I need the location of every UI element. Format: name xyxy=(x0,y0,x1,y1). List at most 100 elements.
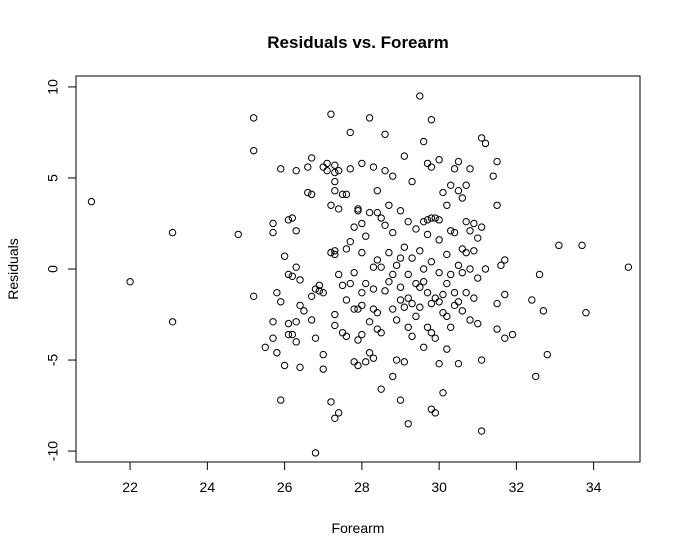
data-point xyxy=(234,230,242,239)
data-point xyxy=(582,308,590,317)
y-tick-label: -10 xyxy=(45,441,61,461)
data-point xyxy=(323,159,331,168)
data-point xyxy=(277,298,285,306)
data-point xyxy=(466,265,474,273)
data-point xyxy=(389,228,397,237)
data-point xyxy=(404,323,412,331)
data-point xyxy=(296,301,304,310)
data-point xyxy=(358,248,366,257)
y-tick-label: 0 xyxy=(45,265,61,273)
data-point xyxy=(373,208,382,217)
data-point xyxy=(342,190,351,199)
data-point xyxy=(338,281,347,290)
data-point xyxy=(396,396,405,404)
data-point xyxy=(493,201,501,209)
data-point xyxy=(416,247,424,255)
data-point xyxy=(369,354,378,362)
data-point xyxy=(416,283,424,291)
data-point xyxy=(373,325,382,333)
data-point xyxy=(419,137,428,146)
data-point xyxy=(334,270,343,279)
data-point xyxy=(396,207,405,215)
data-point xyxy=(377,385,385,393)
data-point xyxy=(304,163,312,171)
data-point xyxy=(481,265,490,273)
data-point xyxy=(555,241,563,250)
x-tick-label: 34 xyxy=(586,479,602,495)
data-point xyxy=(423,159,432,168)
data-point xyxy=(354,336,362,344)
data-point xyxy=(443,250,451,259)
data-point xyxy=(261,343,269,351)
data-point xyxy=(342,296,351,304)
data-point xyxy=(331,247,339,255)
data-point xyxy=(447,323,455,331)
data-point xyxy=(331,161,339,169)
data-point xyxy=(443,345,451,353)
data-point xyxy=(342,332,351,341)
data-point xyxy=(365,114,374,122)
data-point xyxy=(331,187,339,195)
data-point xyxy=(381,130,389,138)
data-point xyxy=(423,288,432,297)
data-point xyxy=(331,414,339,423)
data-points xyxy=(87,92,633,457)
data-point xyxy=(423,230,432,239)
data-point xyxy=(381,221,389,230)
data-point xyxy=(470,219,478,228)
data-point xyxy=(427,405,436,413)
data-point xyxy=(377,214,385,222)
data-point xyxy=(338,329,347,337)
x-tick-label: 22 xyxy=(122,479,138,495)
data-point xyxy=(292,166,300,175)
data-point xyxy=(470,247,478,255)
data-point xyxy=(431,334,439,342)
data-point xyxy=(477,356,486,364)
data-point xyxy=(307,316,316,324)
data-point xyxy=(369,163,378,171)
data-point xyxy=(454,359,463,368)
data-point xyxy=(439,389,447,397)
data-point xyxy=(528,296,536,304)
data-point xyxy=(419,217,428,226)
data-point xyxy=(419,278,428,286)
data-point xyxy=(624,263,633,271)
data-point xyxy=(427,115,436,124)
data-point xyxy=(435,156,443,164)
data-point xyxy=(404,270,412,279)
data-point xyxy=(358,219,366,228)
data-point xyxy=(493,299,501,308)
data-point xyxy=(389,270,397,279)
data-point xyxy=(358,288,366,297)
data-point xyxy=(338,190,347,199)
x-axis-label: Forearm xyxy=(332,520,385,536)
data-point xyxy=(454,157,463,166)
data-point xyxy=(423,216,432,224)
data-point xyxy=(493,157,501,166)
data-point xyxy=(443,201,451,209)
data-point xyxy=(346,237,354,246)
data-point xyxy=(369,263,378,271)
data-point xyxy=(450,288,459,297)
data-point xyxy=(346,165,354,173)
data-point xyxy=(396,254,405,262)
data-point xyxy=(466,227,474,235)
data-point xyxy=(404,420,412,428)
data-point xyxy=(350,268,358,277)
data-point xyxy=(427,214,436,222)
data-point xyxy=(493,325,501,333)
data-point xyxy=(327,398,335,406)
chart-title: Residuals vs. Forearm xyxy=(267,33,448,52)
data-point xyxy=(501,290,509,299)
data-point xyxy=(273,349,281,357)
data-point xyxy=(466,316,474,324)
data-point xyxy=(273,288,281,297)
data-point xyxy=(284,216,293,224)
data-point xyxy=(311,334,320,342)
data-point xyxy=(369,305,378,313)
data-point xyxy=(331,250,339,259)
data-point xyxy=(365,349,374,357)
y-tick-label: 5 xyxy=(45,174,61,182)
data-point xyxy=(277,396,285,404)
data-point xyxy=(389,372,397,381)
